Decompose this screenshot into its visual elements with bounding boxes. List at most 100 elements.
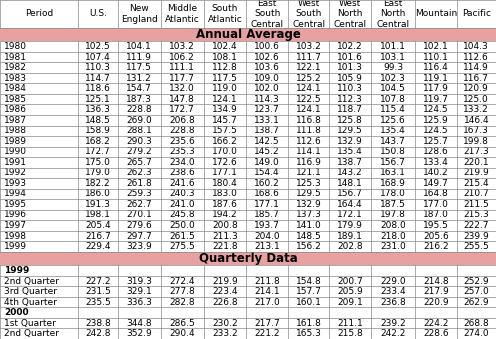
Bar [0,104,496,115]
Text: 261.5: 261.5 [169,232,195,240]
Text: 101.1: 101.1 [380,42,406,51]
Text: 103.2: 103.2 [169,42,195,51]
Bar [0,189,496,199]
Text: 154.4: 154.4 [254,168,280,177]
Text: Pacific: Pacific [462,9,491,18]
Text: 210.7: 210.7 [463,190,489,198]
Bar [0,307,496,318]
Bar [0,167,496,178]
Text: 226.8: 226.8 [212,298,238,307]
Text: 110.3: 110.3 [337,84,363,93]
Text: Period: Period [25,9,53,18]
Text: 233.2: 233.2 [212,329,238,338]
Text: 177.1: 177.1 [212,168,238,177]
Text: 1st Quarter: 1st Quarter [4,319,56,328]
Text: 1985: 1985 [4,95,27,104]
Bar [0,94,496,104]
Text: 141.0: 141.0 [296,221,321,230]
Text: 220.9: 220.9 [423,298,449,307]
Text: 336.3: 336.3 [126,298,152,307]
Bar [0,62,496,73]
Text: 156.7: 156.7 [337,190,363,198]
Text: 148.1: 148.1 [337,179,363,188]
Text: 105.9: 105.9 [337,74,363,83]
Bar [0,41,496,52]
Text: 132.0: 132.0 [169,84,195,93]
Text: 148.5: 148.5 [85,116,111,125]
Text: 180.4: 180.4 [212,179,238,188]
Text: 227.2: 227.2 [85,277,111,286]
Text: 228.6: 228.6 [423,329,449,338]
Text: 117.5: 117.5 [126,63,152,72]
Text: 219.9: 219.9 [463,168,489,177]
Text: 206.8: 206.8 [169,116,195,125]
Text: 197.8: 197.8 [380,211,406,219]
Text: 103.2: 103.2 [296,42,321,51]
Text: 187.6: 187.6 [212,200,238,209]
Text: 194.2: 194.2 [212,211,238,219]
Text: 154.8: 154.8 [296,277,321,286]
Text: 117.5: 117.5 [212,74,238,83]
Text: 182.2: 182.2 [85,179,111,188]
Text: Annual Average: Annual Average [195,28,301,41]
Text: 224.2: 224.2 [423,319,448,328]
Text: 149.0: 149.0 [254,158,280,167]
Text: 352.9: 352.9 [126,329,152,338]
Text: 145.7: 145.7 [212,116,238,125]
Text: 112.3: 112.3 [337,95,363,104]
Text: 216.2: 216.2 [423,242,449,251]
Text: 111.1: 111.1 [169,63,195,72]
Text: 157.5: 157.5 [212,126,238,135]
Text: 282.8: 282.8 [169,298,195,307]
Bar [0,276,496,286]
Text: 147.8: 147.8 [169,95,195,104]
Text: 125.9: 125.9 [423,116,449,125]
Text: 1981: 1981 [4,53,27,62]
Text: 216.7: 216.7 [85,232,111,240]
Text: 211.3: 211.3 [212,232,238,240]
Text: 132.9: 132.9 [337,137,363,146]
Text: 215.3: 215.3 [463,211,489,219]
Text: 245.8: 245.8 [169,211,195,219]
Text: 111.8: 111.8 [296,126,321,135]
Text: 170.0: 170.0 [212,147,238,156]
Text: 231.0: 231.0 [380,242,406,251]
Text: 228.8: 228.8 [169,126,195,135]
Text: 104.1: 104.1 [126,42,152,51]
Text: 110.3: 110.3 [85,63,111,72]
Text: 323.9: 323.9 [126,242,152,251]
Text: 185.7: 185.7 [254,211,280,219]
Text: 129.5: 129.5 [296,190,321,198]
Text: 1997: 1997 [4,221,27,230]
Text: 179.0: 179.0 [85,168,111,177]
Text: 100.6: 100.6 [254,42,280,51]
Text: 241.0: 241.0 [169,200,195,209]
Text: 344.8: 344.8 [126,319,152,328]
Text: 99.3: 99.3 [383,63,403,72]
Text: 109.0: 109.0 [254,74,280,83]
Text: 238.6: 238.6 [169,168,195,177]
Text: 242.8: 242.8 [85,329,111,338]
Bar [0,265,496,276]
Text: 290.4: 290.4 [169,329,195,338]
Text: 233.4: 233.4 [380,287,406,296]
Text: 211.5: 211.5 [463,200,489,209]
Bar [0,328,496,339]
Text: 110.1: 110.1 [423,53,449,62]
Text: 1998: 1998 [4,232,27,240]
Text: 104.5: 104.5 [380,84,406,93]
Text: 229.4: 229.4 [85,242,111,251]
Bar [0,318,496,328]
Text: 205.9: 205.9 [337,287,363,296]
Text: 125.0: 125.0 [463,95,489,104]
Text: 200.7: 200.7 [337,277,363,286]
Text: 261.8: 261.8 [126,179,152,188]
Text: 1990: 1990 [4,147,27,156]
Text: 117.9: 117.9 [423,84,449,93]
Text: 135.4: 135.4 [337,147,363,156]
Text: 112.6: 112.6 [463,53,489,62]
Text: 252.9: 252.9 [463,277,489,286]
Text: 118.6: 118.6 [85,84,111,93]
Text: 198.1: 198.1 [85,211,111,219]
Text: 1984: 1984 [4,84,27,93]
